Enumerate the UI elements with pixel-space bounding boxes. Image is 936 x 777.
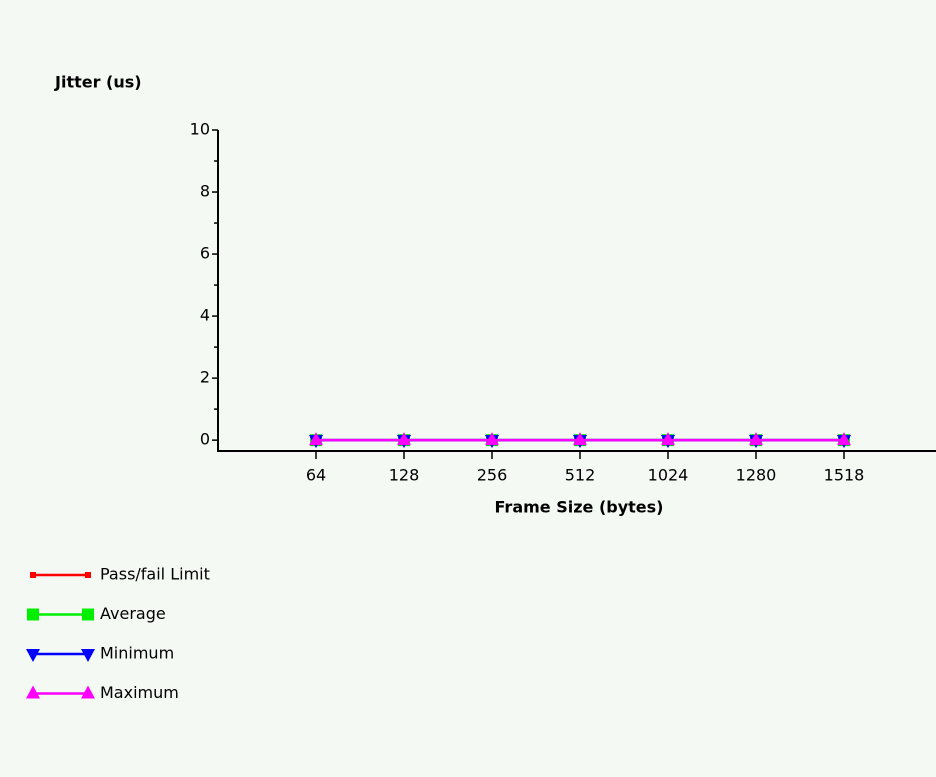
x-tick-label: 1280 <box>736 466 777 485</box>
legend-marker <box>82 608 94 621</box>
x-tick-label: 128 <box>389 466 420 485</box>
legend-marker <box>30 572 36 578</box>
data-point <box>661 432 675 446</box>
legend-label: Minimum <box>100 644 174 663</box>
legend-marker <box>85 572 91 578</box>
x-tick-label: 1024 <box>648 466 689 485</box>
x-tick-label: 256 <box>477 466 508 485</box>
data-point <box>573 432 587 446</box>
y-tick-label: 2 <box>200 368 210 387</box>
data-point <box>749 432 763 446</box>
x-tick-label: 64 <box>306 466 326 485</box>
legend-marker <box>26 685 40 699</box>
legend-marker <box>81 685 95 699</box>
y-tick-label: 4 <box>200 306 210 325</box>
legend-label: Pass/fail Limit <box>100 565 210 584</box>
x-tick-label: 1518 <box>824 466 865 485</box>
legend-label: Average <box>100 604 166 623</box>
legend-marker <box>81 649 95 662</box>
x-tick-label: 512 <box>565 466 596 485</box>
data-point <box>309 432 323 446</box>
data-point <box>397 432 411 446</box>
y-tick-label: 0 <box>200 430 210 449</box>
y-tick-label: 8 <box>200 182 210 201</box>
legend-marker <box>26 649 40 662</box>
y-tick-label: 6 <box>200 244 210 263</box>
legend-marker <box>27 608 39 621</box>
y-tick-label: 10 <box>190 120 210 139</box>
chart-title: Jitter (us) <box>54 73 142 92</box>
legend-label: Maximum <box>100 683 179 702</box>
data-point <box>485 432 499 446</box>
x-axis-label: Frame Size (bytes) <box>495 498 664 517</box>
data-point <box>837 432 851 446</box>
